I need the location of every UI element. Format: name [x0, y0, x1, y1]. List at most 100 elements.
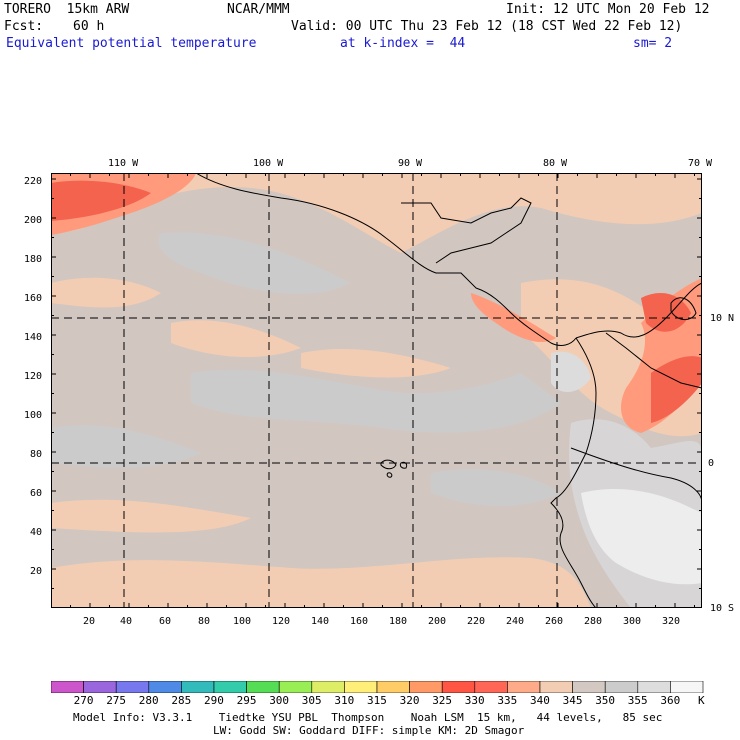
lon-label-100w: 100 W	[253, 158, 284, 169]
x-tick: 240	[506, 616, 525, 627]
y-tick: 200	[24, 215, 43, 226]
x-tick: 180	[389, 616, 408, 627]
y-tick: 20	[30, 566, 43, 577]
physics-info: LW: Godd SW: Goddard DIFF: simple KM: 2D…	[213, 724, 525, 737]
x-tick: 140	[311, 616, 330, 627]
init-time: Init: 12 UTC Mon 20 Feb 12	[506, 2, 710, 17]
colorbar-swatch	[311, 681, 345, 693]
x-tick: 220	[467, 616, 486, 627]
colorbar-swatch	[51, 681, 84, 693]
colorbar-swatch	[246, 681, 280, 693]
colorbar-label: 345	[562, 694, 583, 707]
coastline-caribbean	[575, 282, 702, 339]
colorbar-swatch	[507, 681, 541, 693]
y-tick: 80	[30, 449, 43, 460]
colorbar-label: 325	[432, 694, 453, 707]
colorbar-swatch	[572, 681, 606, 693]
lat-label-10n: 10 N	[710, 313, 735, 324]
x-tick: 80	[198, 616, 211, 627]
colorbar-label: 305	[301, 694, 322, 707]
x-tick: 40	[120, 616, 133, 627]
field-red-east	[641, 293, 691, 332]
colorbar-swatch	[83, 681, 117, 693]
coastline-central-america	[401, 197, 532, 264]
colorbar-label: 320	[399, 694, 420, 707]
colorbar-label: 270	[73, 694, 94, 707]
lon-label-70w: 70 W	[688, 158, 713, 169]
field-gray-patch	[51, 425, 201, 468]
colorbar-label: 285	[171, 694, 192, 707]
center-label: NCAR/MMM	[227, 2, 290, 17]
graticule	[51, 173, 702, 608]
colorbar-swatch	[409, 681, 443, 693]
colorbar-swatch	[604, 681, 639, 693]
model-name: TORERO 15km ARW	[4, 2, 130, 17]
field-white-andes	[581, 488, 702, 585]
field-light-patch	[551, 351, 591, 393]
field-gray-patch	[431, 469, 561, 507]
field-red-east	[651, 356, 702, 423]
colorbar-swatch	[181, 681, 215, 693]
field-red-nw	[51, 180, 151, 221]
theta-e-map	[51, 173, 702, 608]
colorbar-label: 360	[660, 694, 681, 707]
galapagos-island	[386, 472, 393, 478]
coastlines	[195, 173, 702, 608]
colorbar-label: 315	[367, 694, 387, 707]
x-tick: 260	[545, 616, 564, 627]
y-tick: 180	[24, 254, 43, 265]
coastline-south-america	[550, 337, 597, 608]
field-gray-patch	[191, 369, 561, 433]
border-ecuador-peru	[570, 447, 702, 504]
coastline-pacific	[195, 173, 577, 346]
x-tick: 280	[584, 616, 603, 627]
lat-label-0: 0	[708, 458, 715, 469]
field-peach-patch	[51, 277, 161, 308]
colorbar-swatch	[148, 681, 182, 693]
lat-label-10s: 10 S	[710, 603, 735, 614]
tick-marks	[51, 173, 702, 608]
y-tick: 220	[24, 176, 43, 187]
x-tick: 300	[623, 616, 642, 627]
field-title: Equivalent potential temperature	[6, 36, 257, 51]
colorbar-swatch	[539, 681, 573, 693]
colorbar-label: 355	[627, 694, 648, 707]
colorbar-label: 275	[106, 694, 127, 707]
colorbar-swatch	[115, 681, 150, 693]
colorbar-label: 310	[334, 694, 355, 707]
valid-time: Valid: 00 UTC Thu 23 Feb 12 (18 CST Wed …	[291, 19, 683, 34]
y-tick: 60	[30, 488, 43, 499]
colorbar-swatch	[637, 681, 671, 693]
forecast-label: Fcst:	[4, 19, 44, 34]
colorbar-label: 280	[138, 694, 159, 707]
colorbar-label: 350	[595, 694, 616, 707]
x-tick: 120	[272, 616, 291, 627]
x-tick: 200	[428, 616, 447, 627]
lon-label-110w: 110 W	[108, 158, 139, 169]
lon-label-90w: 90 W	[398, 158, 423, 169]
colorbar-swatch	[213, 681, 247, 693]
colorbar-swatch	[670, 681, 704, 693]
y-tick: 100	[24, 410, 43, 421]
x-tick: 60	[159, 616, 172, 627]
field-peach-patch	[51, 499, 251, 533]
colorbar-label: 335	[497, 694, 518, 707]
colorbar-swatch	[344, 681, 378, 693]
colorbar-swatch	[474, 681, 508, 693]
x-tick: 160	[350, 616, 369, 627]
y-tick: 140	[24, 332, 43, 343]
field-gray-patch	[158, 232, 351, 294]
x-tick: 20	[83, 616, 96, 627]
colorbar-label: 290	[204, 694, 224, 707]
smoothing-label: sm= 2	[633, 36, 673, 51]
y-tick: 40	[30, 527, 43, 538]
map-frame	[51, 173, 702, 608]
field-peach-south	[51, 557, 591, 608]
x-tick: 100	[233, 616, 252, 627]
x-tick: 320	[662, 616, 681, 627]
colorbar-unit: K	[698, 694, 705, 707]
colorbar-swatch	[376, 681, 410, 693]
galapagos-island	[380, 459, 397, 470]
border-colombia	[605, 332, 702, 389]
galapagos-island	[399, 461, 408, 469]
